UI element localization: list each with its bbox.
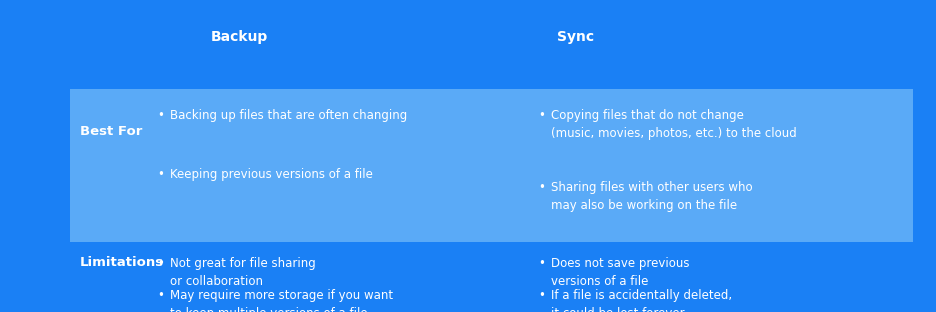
Text: •: • xyxy=(157,289,164,302)
Text: Keeping previous versions of a file: Keeping previous versions of a file xyxy=(170,168,373,182)
Text: •: • xyxy=(538,181,545,194)
Text: Sharing files with other users who
may also be working on the file: Sharing files with other users who may a… xyxy=(551,181,753,212)
Text: Backing up files that are often changing: Backing up files that are often changing xyxy=(170,109,407,122)
Text: Does not save previous
versions of a file: Does not save previous versions of a fil… xyxy=(551,257,690,288)
Text: Not great for file sharing
or collaboration: Not great for file sharing or collaborat… xyxy=(170,257,316,288)
Text: •: • xyxy=(538,257,545,271)
Text: •: • xyxy=(538,109,545,122)
Text: •: • xyxy=(538,289,545,302)
Text: •: • xyxy=(157,257,164,271)
Text: Best For: Best For xyxy=(80,124,142,138)
Text: May require more storage if you want
to keep multiple versions of a file: May require more storage if you want to … xyxy=(170,289,393,312)
Text: Copying files that do not change
(music, movies, photos, etc.) to the cloud: Copying files that do not change (music,… xyxy=(551,109,797,140)
Text: If a file is accidentally deleted,
it could be lost forever: If a file is accidentally deleted, it co… xyxy=(551,289,733,312)
Text: Limitations: Limitations xyxy=(80,256,164,269)
Text: Backup: Backup xyxy=(211,31,268,44)
Text: •: • xyxy=(157,168,164,182)
FancyBboxPatch shape xyxy=(70,89,913,242)
Text: •: • xyxy=(157,109,164,122)
Text: Sync: Sync xyxy=(557,31,594,44)
